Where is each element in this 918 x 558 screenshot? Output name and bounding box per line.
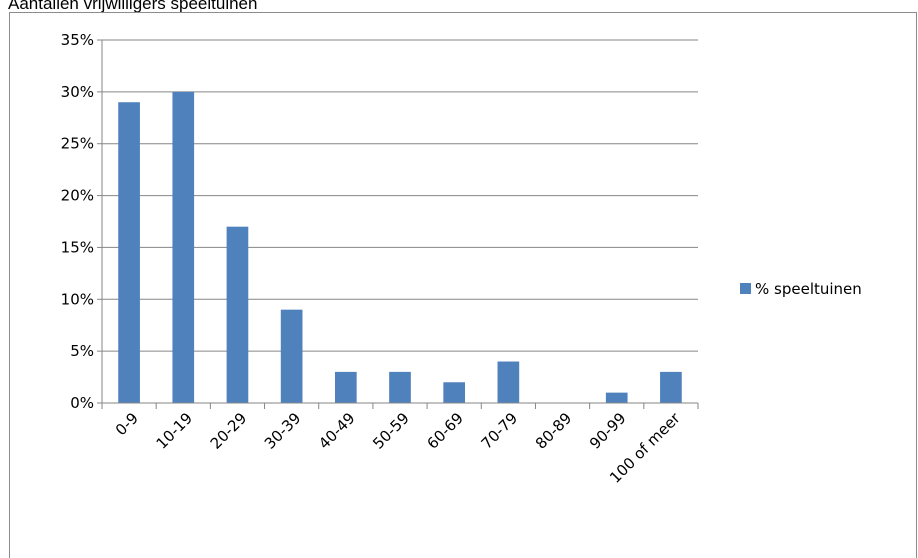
y-tick-label: 20% xyxy=(61,187,94,205)
chart-title: Aantallen vrijwilligers speeltuinen xyxy=(8,0,258,13)
y-tick-label: 0% xyxy=(70,394,94,412)
y-tick-label: 5% xyxy=(70,342,94,360)
legend: % speeltuinen xyxy=(740,280,862,298)
x-tick-label: 80-89 xyxy=(532,409,576,453)
x-tick-label: 30-39 xyxy=(261,409,305,453)
x-tick-label: 50-59 xyxy=(369,409,413,453)
y-tick-label: 15% xyxy=(61,238,94,256)
bar xyxy=(118,102,140,403)
bar xyxy=(226,226,249,403)
x-tick-label: 90-99 xyxy=(586,409,630,453)
bar xyxy=(497,361,520,403)
x-tick-label: 0-9 xyxy=(112,409,142,439)
bar xyxy=(389,371,411,403)
legend-label: % speeltuinen xyxy=(755,280,862,298)
x-tick-label: 60-69 xyxy=(423,409,467,453)
y-tick-label: 10% xyxy=(61,290,94,308)
bar xyxy=(443,382,466,403)
y-tick-label: 30% xyxy=(61,83,94,101)
chart-frame xyxy=(9,12,917,558)
bar xyxy=(334,371,357,403)
x-tick-label: 10-19 xyxy=(153,409,197,453)
legend-swatch xyxy=(740,283,751,294)
y-tick-labels: 0% 5% 10% 15% 20% 25% 30% 35% xyxy=(61,31,94,412)
x-tick-label: 70-79 xyxy=(478,409,522,453)
x-tick-label: 20-29 xyxy=(207,409,251,453)
y-tick-label: 35% xyxy=(61,31,94,49)
bars xyxy=(118,91,682,403)
bar xyxy=(280,309,303,403)
x-tick-labels: 0-9 10-19 20-29 30-39 40-49 50-59 60-69 70-79 80… xyxy=(112,409,684,487)
x-tick-label: 40-49 xyxy=(315,409,359,453)
bar xyxy=(172,91,195,403)
bar xyxy=(605,392,628,403)
gridlines xyxy=(102,39,698,352)
y-tick-label: 25% xyxy=(61,135,94,153)
axes xyxy=(97,39,699,409)
bar xyxy=(660,371,682,403)
